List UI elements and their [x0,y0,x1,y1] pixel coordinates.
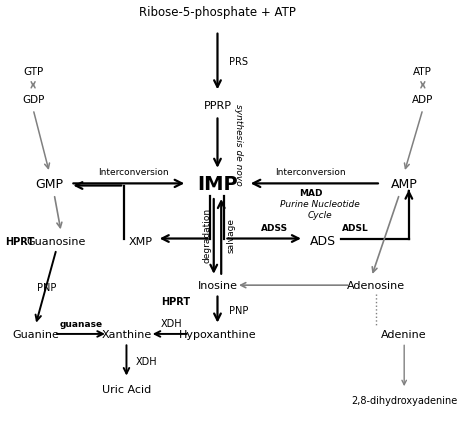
Text: XDH: XDH [161,318,183,328]
Text: ADP: ADP [412,94,434,104]
Text: Interconversion: Interconversion [275,167,346,176]
Text: GTP: GTP [23,67,43,77]
Text: Xanthine: Xanthine [101,329,152,339]
Text: 2,8-dihydroxyadenine: 2,8-dihydroxyadenine [351,395,457,405]
Text: GMP: GMP [36,178,64,190]
Text: Ribose-5-phosphate + ATP: Ribose-5-phosphate + ATP [139,6,296,19]
Text: XDH: XDH [136,356,157,367]
Text: salvage: salvage [226,217,235,252]
Text: HPRT: HPRT [161,296,190,306]
Text: Guanosine: Guanosine [27,236,86,246]
Text: guanase: guanase [59,319,102,328]
Text: PRS: PRS [229,57,248,68]
Text: ADSS: ADSS [261,224,288,233]
Text: Interconversion: Interconversion [98,167,169,176]
Text: MAD: MAD [299,188,323,197]
Text: Uric Acid: Uric Acid [102,384,151,394]
Text: GDP: GDP [22,94,44,104]
Text: AMP: AMP [391,178,418,190]
Text: Hypoxanthine: Hypoxanthine [179,329,256,339]
Text: HPRT: HPRT [5,236,34,246]
Text: PPRP: PPRP [203,101,231,111]
Text: degradation: degradation [203,207,212,262]
Text: Adenine: Adenine [382,329,427,339]
Text: XMP: XMP [128,236,153,246]
Text: ATP: ATP [413,67,432,77]
Text: Inosine: Inosine [198,280,237,291]
Text: PNP: PNP [37,283,57,292]
Text: Guanine: Guanine [12,329,59,339]
Text: IMP: IMP [197,175,238,194]
Text: Purine Nucleotide
Cycle: Purine Nucleotide Cycle [280,200,360,219]
Text: ADSL: ADSL [342,224,369,233]
Text: Adenosine: Adenosine [347,280,405,291]
Text: ADS: ADS [310,235,336,248]
Text: PNP: PNP [229,305,248,315]
Text: synthesis de novo: synthesis de novo [234,104,243,186]
